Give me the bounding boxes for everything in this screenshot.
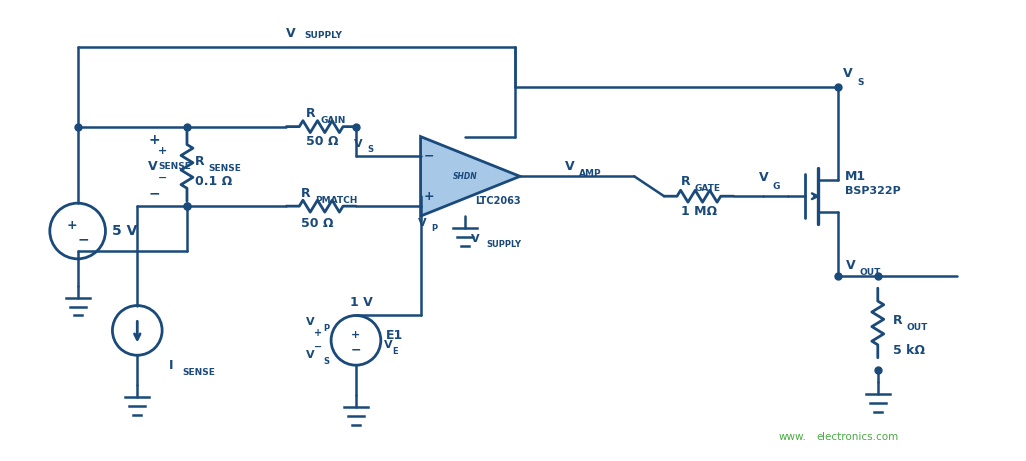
Text: S: S	[323, 357, 329, 366]
Text: +: +	[149, 133, 160, 147]
Text: PMATCH: PMATCH	[315, 195, 358, 205]
Text: V: V	[419, 218, 427, 228]
Text: V: V	[758, 171, 768, 184]
Text: V: V	[148, 160, 157, 173]
Text: G: G	[773, 182, 780, 191]
Text: 1 V: 1 V	[350, 296, 372, 308]
Text: +: +	[158, 147, 167, 156]
Text: +: +	[351, 331, 360, 340]
Text: V: V	[306, 318, 314, 327]
Text: −: −	[351, 344, 361, 357]
Text: e: e	[816, 431, 823, 442]
Text: 1 MΩ: 1 MΩ	[681, 205, 717, 218]
Text: P: P	[432, 224, 438, 233]
Text: −: −	[314, 342, 322, 352]
Text: 5 V: 5 V	[113, 224, 137, 238]
Text: −: −	[158, 173, 167, 183]
Text: 50 Ω: 50 Ω	[302, 217, 333, 230]
Text: V: V	[564, 160, 575, 173]
Text: lectronics.com: lectronics.com	[822, 431, 899, 442]
Text: LTC2063: LTC2063	[475, 196, 521, 206]
Text: 50 Ω: 50 Ω	[306, 135, 339, 148]
Text: V: V	[843, 67, 853, 80]
Text: +: +	[67, 219, 77, 231]
Text: www.: www.	[779, 431, 806, 442]
Text: M1: M1	[845, 170, 866, 183]
Text: R: R	[681, 175, 690, 188]
Text: R: R	[302, 187, 311, 200]
Text: SUPPLY: SUPPLY	[305, 31, 342, 40]
Text: V: V	[354, 139, 362, 148]
Text: P: P	[323, 324, 329, 333]
Text: V: V	[384, 340, 392, 350]
Text: AMP: AMP	[579, 169, 601, 178]
Text: BSP322P: BSP322P	[845, 186, 901, 196]
Text: S: S	[367, 144, 372, 154]
Text: 5 kΩ: 5 kΩ	[893, 344, 924, 357]
Text: I: I	[169, 359, 173, 372]
Text: OUT: OUT	[860, 268, 881, 277]
Text: SENSE: SENSE	[209, 164, 242, 173]
Text: OUT: OUT	[907, 323, 928, 332]
Text: SENSE: SENSE	[182, 367, 214, 377]
Text: +: +	[423, 190, 434, 203]
Text: V: V	[306, 350, 314, 360]
Text: SENSE: SENSE	[158, 162, 191, 171]
Text: R: R	[306, 107, 316, 120]
Text: 0.1 Ω: 0.1 Ω	[195, 175, 232, 188]
Text: R: R	[893, 314, 902, 327]
Text: SHDN: SHDN	[452, 172, 477, 181]
Text: V: V	[846, 259, 856, 272]
Text: −: −	[424, 150, 434, 163]
Text: SUPPLY: SUPPLY	[486, 240, 521, 249]
Text: V: V	[286, 27, 295, 40]
Text: E1: E1	[386, 329, 403, 342]
Text: −: −	[78, 232, 89, 246]
Text: +: +	[314, 328, 322, 338]
Text: R: R	[195, 155, 204, 168]
Text: GAIN: GAIN	[320, 116, 346, 125]
Text: V: V	[471, 234, 479, 244]
Polygon shape	[421, 136, 520, 216]
Text: E: E	[393, 347, 398, 356]
Text: −: −	[149, 186, 160, 200]
Text: S: S	[857, 78, 864, 87]
Text: GATE: GATE	[695, 184, 721, 193]
